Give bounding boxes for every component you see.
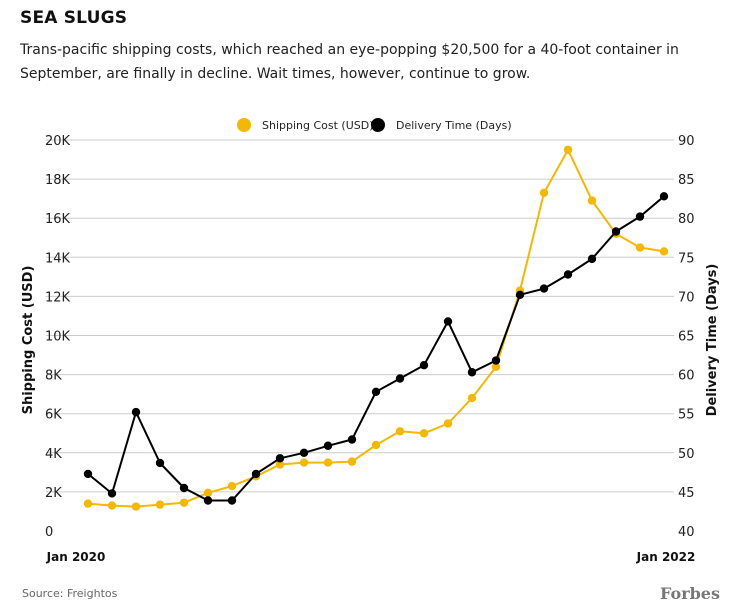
delivery-time-point <box>131 407 141 417</box>
left-tick-label: 16K <box>45 212 71 227</box>
shipping-cost-point <box>635 243 645 252</box>
shipping-cost-point <box>491 362 501 371</box>
delivery-time-point <box>227 496 237 505</box>
delivery-time-point <box>635 212 645 221</box>
left-tick-label: 10K <box>45 330 71 345</box>
shipping-cost-point <box>443 419 453 428</box>
shipping-cost-point <box>395 427 405 436</box>
chart-subtitle: Trans-pacific shipping costs, which reac… <box>20 42 679 82</box>
legend-label-cost: Shipping Cost (USD) <box>262 119 374 132</box>
delivery-time-point <box>539 284 549 293</box>
legend: Shipping Cost (USD) Delivery Time (Days) <box>237 118 512 132</box>
delivery-time-point <box>155 458 165 468</box>
left-tick-label: 14K <box>45 251 71 266</box>
left-axis-ticks: 0 2K 4K 6K 8K 10K 12K 14K 16K 18K 20K <box>45 134 71 540</box>
shipping-cost-point <box>347 457 357 466</box>
left-tick-label: 2K <box>45 486 62 501</box>
delivery-time-point <box>107 489 117 498</box>
delivery-time-point <box>587 254 597 264</box>
right-tick-label: 90 <box>678 134 695 149</box>
source-note: Source: Freightos <box>22 587 118 600</box>
shipping-cost-point <box>371 440 381 450</box>
shipping-cost-point <box>107 501 117 510</box>
series-shipping-cost <box>83 145 669 511</box>
left-tick-label: 8K <box>45 369 62 384</box>
shipping-cost-point <box>83 499 93 508</box>
right-tick-label: 70 <box>678 290 695 305</box>
legend-label-time: Delivery Time (Days) <box>396 119 512 132</box>
shipping-cost-point <box>659 247 669 256</box>
brand-logo: Forbes <box>660 584 720 603</box>
x-tick-start: Jan 2020 <box>46 550 106 564</box>
delivery-time-point <box>347 435 357 444</box>
right-tick-label: 80 <box>678 212 695 227</box>
right-axis-title: Delivery Time (Days) <box>705 264 720 417</box>
shipping-cost-point <box>419 429 429 438</box>
delivery-time-point <box>371 387 381 397</box>
delivery-time-point <box>299 448 309 457</box>
shipping-cost-point <box>539 188 549 197</box>
delivery-time-point <box>395 374 405 383</box>
left-axis-title: Shipping Cost (USD) <box>21 266 36 415</box>
delivery-time-point <box>419 361 429 370</box>
right-tick-label: 85 <box>678 173 695 188</box>
delivery-time-line <box>87 195 665 502</box>
right-tick-label: 40 <box>678 525 695 540</box>
right-tick-label: 65 <box>678 330 695 345</box>
shipping-cost-point <box>203 488 213 498</box>
left-tick-label: 6K <box>45 408 62 423</box>
right-tick-label: 55 <box>678 408 695 423</box>
shipping-cost-point <box>179 498 189 507</box>
legend-swatch-cost <box>237 118 251 132</box>
right-tick-label: 50 <box>678 447 695 462</box>
left-tick-label: 0 <box>45 525 53 540</box>
left-tick-label: 4K <box>45 447 62 462</box>
right-tick-label: 45 <box>678 486 695 501</box>
grid-lines <box>46 139 674 493</box>
delivery-time-point <box>275 454 285 463</box>
delivery-time-point <box>203 496 213 505</box>
left-tick-label: 18K <box>45 173 71 188</box>
delivery-time-point <box>491 356 501 365</box>
shipping-cost-point <box>155 500 165 509</box>
legend-swatch-time <box>371 118 385 132</box>
shipping-cost-point <box>227 481 237 491</box>
right-tick-label: 60 <box>678 369 695 384</box>
shipping-cost-point <box>467 393 477 403</box>
shipping-cost-point <box>587 196 597 205</box>
left-tick-label: 12K <box>45 290 71 305</box>
delivery-time-point <box>251 469 261 479</box>
delivery-time-point <box>179 483 189 493</box>
shipping-cost-point <box>563 145 573 154</box>
delivery-time-point <box>515 290 525 300</box>
shipping-cost-point <box>275 460 285 469</box>
right-tick-label: 75 <box>678 251 695 266</box>
delivery-time-point <box>659 192 669 201</box>
delivery-time-point <box>467 368 477 377</box>
right-axis-ticks: 40 45 50 55 60 65 70 75 80 85 90 <box>678 134 695 540</box>
series-delivery-time <box>83 192 669 505</box>
delivery-time-point <box>611 227 621 236</box>
chart-title: SEA SLUGS <box>20 8 128 28</box>
shipping-cost-point <box>131 502 141 511</box>
shipping-cost-point <box>299 458 309 467</box>
shipping-cost-point <box>323 458 333 467</box>
delivery-time-point <box>563 270 573 279</box>
delivery-time-point <box>83 469 93 479</box>
delivery-time-point <box>443 317 453 326</box>
left-tick-label: 20K <box>45 134 71 149</box>
x-tick-end: Jan 2022 <box>636 550 696 564</box>
delivery-time-point <box>323 441 333 450</box>
